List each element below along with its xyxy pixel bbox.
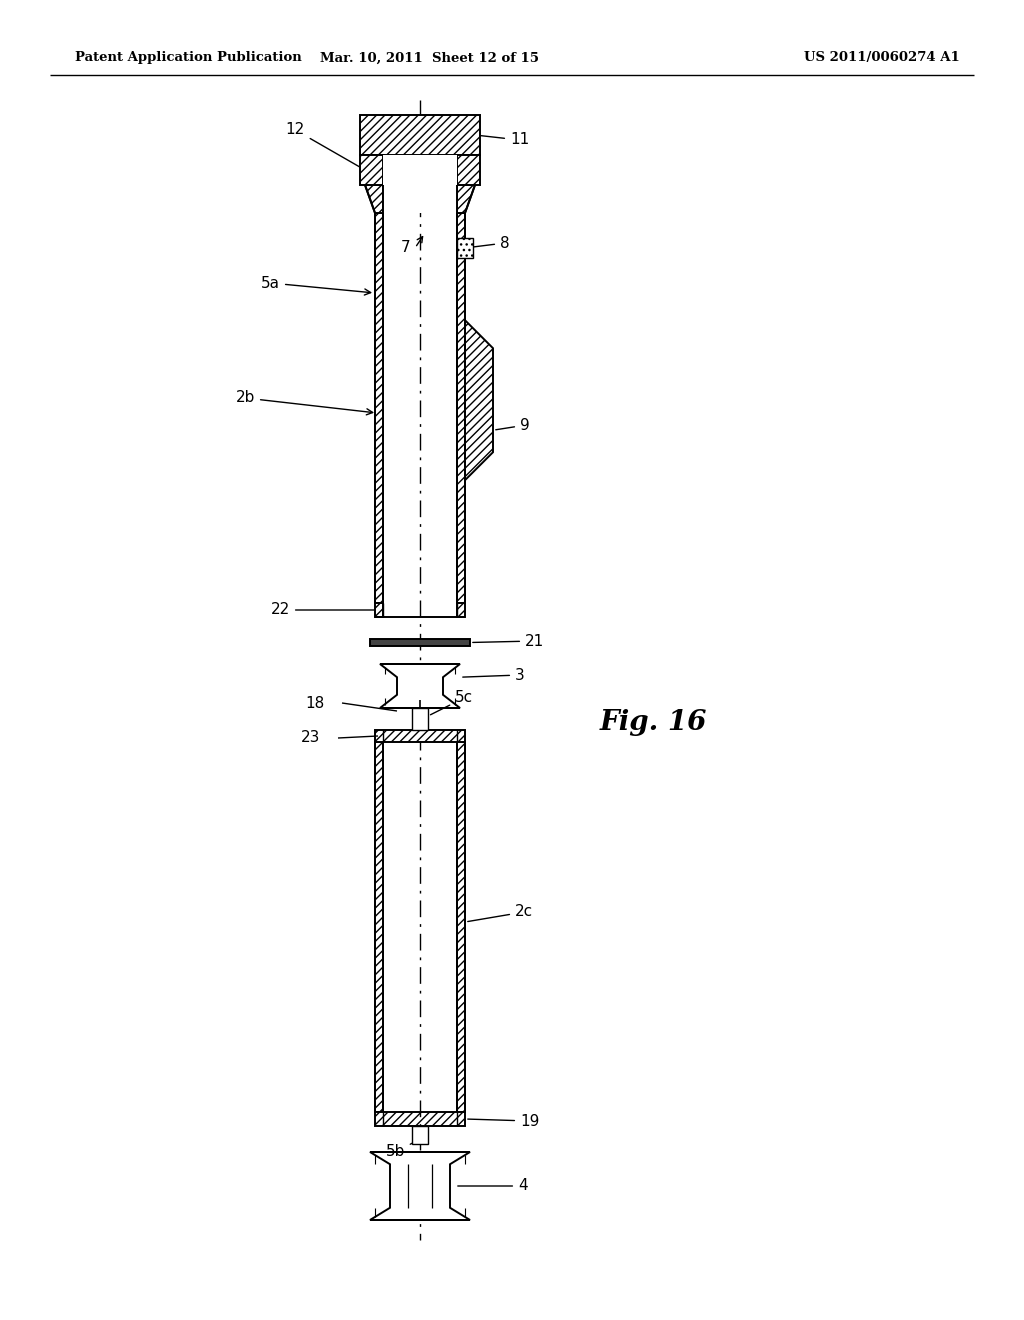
Text: 2b: 2b	[236, 391, 373, 414]
Bar	[360, 115, 480, 154]
Polygon shape	[457, 185, 475, 213]
Polygon shape	[370, 1152, 470, 1220]
Text: 3: 3	[463, 668, 524, 682]
Bar	[360, 154, 383, 185]
Text: 22: 22	[270, 602, 374, 618]
Text: 19: 19	[468, 1114, 540, 1129]
Text: Patent Application Publication: Patent Application Publication	[75, 51, 302, 65]
Text: 5a: 5a	[261, 276, 371, 296]
Bar	[412, 1126, 428, 1144]
Bar	[375, 213, 383, 603]
Polygon shape	[380, 664, 460, 708]
Text: Fig. 16: Fig. 16	[600, 710, 708, 737]
Text: US 2011/0060274 A1: US 2011/0060274 A1	[804, 51, 961, 65]
Text: 11: 11	[478, 132, 529, 148]
Polygon shape	[465, 321, 493, 480]
Polygon shape	[365, 185, 383, 213]
Text: 7: 7	[400, 240, 410, 256]
Text: 4: 4	[458, 1179, 527, 1193]
Text: 5b: 5b	[386, 1137, 426, 1159]
Bar	[457, 213, 465, 603]
Bar	[370, 639, 470, 645]
Text: Mar. 10, 2011  Sheet 12 of 15: Mar. 10, 2011 Sheet 12 of 15	[321, 51, 540, 65]
Polygon shape	[383, 185, 457, 213]
Text: 2c: 2c	[468, 904, 534, 921]
Bar	[412, 708, 428, 730]
Text: 23: 23	[301, 730, 319, 746]
Bar	[457, 603, 465, 616]
Bar	[457, 742, 465, 1111]
Bar	[375, 603, 383, 616]
Bar	[375, 730, 465, 742]
Bar	[375, 742, 383, 1111]
Bar	[457, 238, 473, 257]
Bar	[375, 1111, 465, 1126]
Text: 9: 9	[496, 417, 529, 433]
Bar	[457, 154, 480, 185]
Text: 8: 8	[468, 235, 510, 251]
Text: 18: 18	[306, 696, 325, 710]
Text: 12: 12	[286, 123, 362, 169]
Text: 5c: 5c	[430, 690, 473, 714]
Text: 21: 21	[473, 634, 544, 648]
Bar	[383, 154, 457, 185]
